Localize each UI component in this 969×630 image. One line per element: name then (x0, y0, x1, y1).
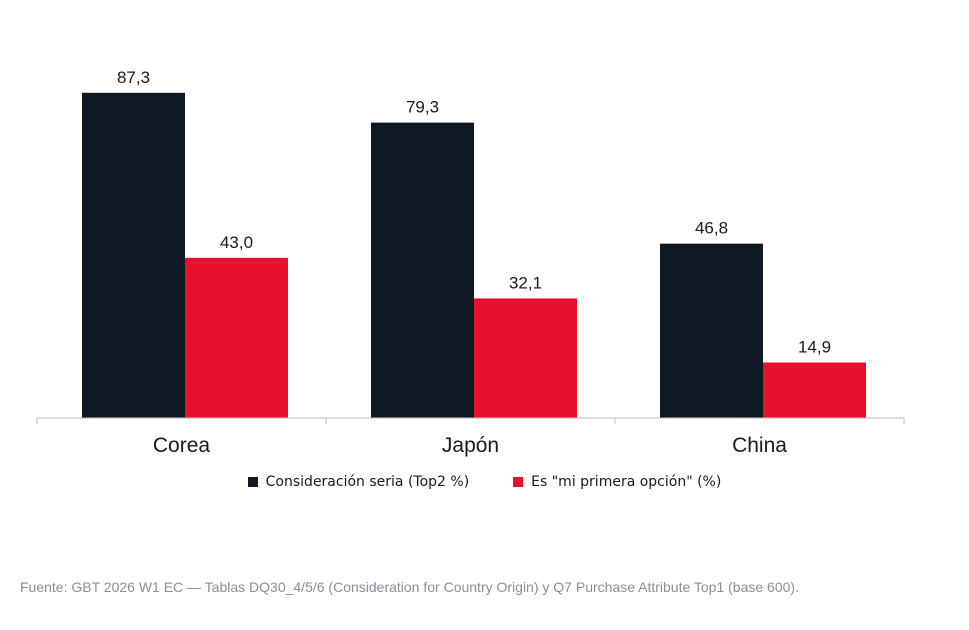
bar-china-series-2 (763, 362, 866, 418)
data-label-japón-series-1: 79,3 (406, 98, 439, 117)
category-label-corea: Corea (153, 434, 211, 457)
bar-japón-series-1 (371, 122, 474, 419)
data-label-corea-series-2: 43,0 (220, 233, 253, 252)
bar-corea-series-2 (185, 257, 288, 418)
source-note: Fuente: GBT 2026 W1 EC — Tablas DQ30_4/5… (20, 579, 799, 595)
data-label-corea-series-1: 87,3 (117, 68, 150, 87)
legend-label-series-2: Es "mi primera opción" (%) (531, 474, 722, 490)
legend-swatch-series-1 (247, 477, 258, 487)
category-label-japón: Japón (442, 434, 499, 457)
data-label-china-series-1: 46,8 (695, 219, 728, 238)
legend-item-series-2: Es "mi primera opción" (%) (513, 474, 721, 490)
legend-swatch-series-2 (513, 477, 524, 487)
legend: Consideración seria (Top2 %) Es "mi prim… (0, 474, 969, 490)
legend-label-series-1: Consideración seria (Top2 %) (265, 474, 470, 490)
bar-china-series-1 (660, 243, 763, 418)
data-label-china-series-2: 14,9 (798, 337, 831, 356)
legend-item-series-1: Consideración seria (Top2 %) (247, 474, 470, 490)
data-label-japón-series-2: 32,1 (509, 273, 542, 292)
bar-corea-series-1 (82, 92, 185, 419)
bar-chart: 87,3 43,0 Corea 79,3 32,1 Japón 46,8 14,9 China (36, 68, 905, 457)
chart-svg: 87,3 43,0 Corea 79,3 32,1 Japón 46,8 14,9 China (36, 68, 905, 457)
category-label-china: China (732, 434, 787, 457)
bar-japón-series-2 (474, 298, 577, 418)
